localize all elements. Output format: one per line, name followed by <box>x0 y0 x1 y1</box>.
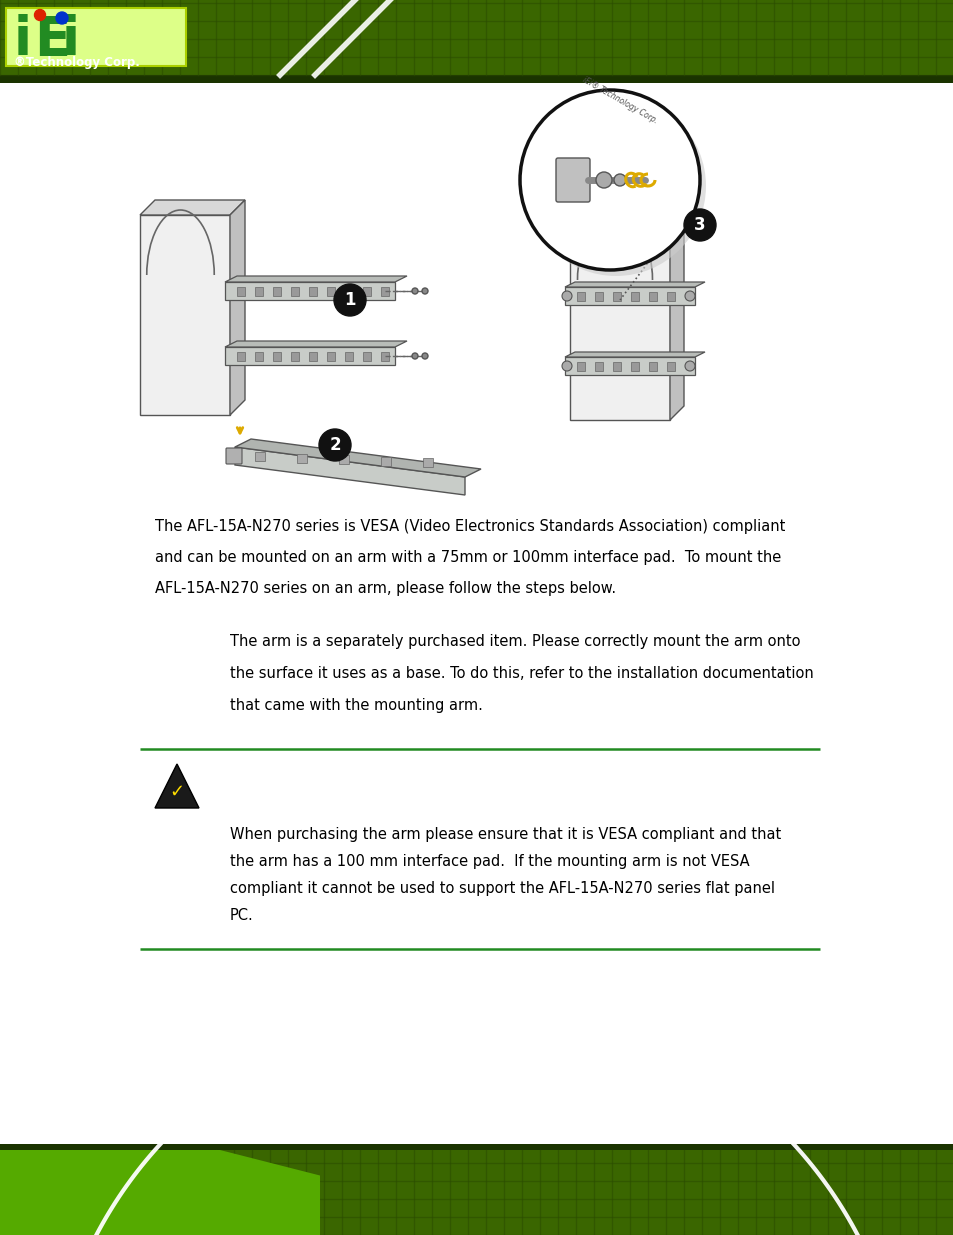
Text: the surface it uses as a base. To do this, refer to the installation documentati: the surface it uses as a base. To do thi… <box>230 666 813 680</box>
Bar <box>380 352 389 361</box>
Bar <box>595 291 602 301</box>
Bar <box>564 357 695 375</box>
Bar <box>254 452 265 461</box>
Bar <box>0 0 953 75</box>
Bar <box>363 287 371 296</box>
Circle shape <box>596 172 612 188</box>
Polygon shape <box>225 275 407 282</box>
Polygon shape <box>234 438 480 477</box>
Bar <box>0 1150 953 1235</box>
Circle shape <box>561 361 572 370</box>
Text: i: i <box>62 14 80 65</box>
Text: ®Technology Corp.: ®Technology Corp. <box>14 56 140 69</box>
Bar <box>630 362 639 370</box>
Circle shape <box>56 12 68 23</box>
Text: i: i <box>14 14 32 65</box>
Circle shape <box>561 291 572 301</box>
Bar <box>648 362 657 370</box>
Circle shape <box>421 353 428 359</box>
Bar <box>236 287 245 296</box>
Bar <box>254 352 263 361</box>
Bar <box>327 287 335 296</box>
Bar <box>236 352 245 361</box>
Text: 2: 2 <box>329 436 340 454</box>
Bar <box>363 352 371 361</box>
Polygon shape <box>564 352 704 357</box>
Bar <box>327 352 335 361</box>
Polygon shape <box>230 200 245 415</box>
Bar <box>345 287 353 296</box>
Bar <box>225 282 395 300</box>
Circle shape <box>614 174 625 186</box>
Text: the arm has a 100 mm interface pad.  If the mounting arm is not VESA: the arm has a 100 mm interface pad. If t… <box>230 853 749 869</box>
FancyBboxPatch shape <box>556 158 589 203</box>
Bar <box>380 457 391 466</box>
Text: compliant it cannot be used to support the AFL-15A-N270 series flat panel: compliant it cannot be used to support t… <box>230 881 774 897</box>
Polygon shape <box>569 206 683 220</box>
Polygon shape <box>234 447 464 495</box>
Text: The arm is a separately purchased item. Please correctly mount the arm onto: The arm is a separately purchased item. … <box>230 634 800 650</box>
Text: and can be mounted on an arm with a 75mm or 100mm interface pad.  To mount the: and can be mounted on an arm with a 75mm… <box>154 550 781 564</box>
Circle shape <box>334 284 366 316</box>
Text: PC.: PC. <box>230 908 253 923</box>
Bar <box>648 291 657 301</box>
Circle shape <box>421 288 428 294</box>
Text: E: E <box>34 14 70 65</box>
Bar <box>291 352 298 361</box>
Bar <box>345 352 353 361</box>
Bar <box>422 458 433 467</box>
Circle shape <box>318 429 351 461</box>
Bar <box>380 287 389 296</box>
Bar <box>595 362 602 370</box>
FancyBboxPatch shape <box>226 448 242 464</box>
Circle shape <box>684 361 695 370</box>
Text: AFL-15A-N270 series on an arm, please follow the steps below.: AFL-15A-N270 series on an arm, please fo… <box>154 580 616 597</box>
Bar <box>577 291 584 301</box>
Bar <box>630 291 639 301</box>
Bar <box>613 291 620 301</box>
Bar <box>309 287 316 296</box>
Text: iEi® Technology Corp.: iEi® Technology Corp. <box>580 75 659 125</box>
Bar <box>613 362 620 370</box>
Circle shape <box>525 96 705 275</box>
Polygon shape <box>0 1150 319 1235</box>
Bar <box>564 287 695 305</box>
Bar <box>0 75 953 83</box>
FancyBboxPatch shape <box>6 7 186 65</box>
Circle shape <box>412 353 417 359</box>
Polygon shape <box>140 200 245 215</box>
Polygon shape <box>225 341 407 347</box>
Polygon shape <box>669 206 683 420</box>
Text: When purchasing the arm please ensure that it is VESA compliant and that: When purchasing the arm please ensure th… <box>230 827 781 842</box>
Polygon shape <box>154 764 199 808</box>
Circle shape <box>34 10 46 21</box>
Circle shape <box>683 209 716 241</box>
Text: The AFL-15A-N270 series is VESA (Video Electronics Standards Association) compli: The AFL-15A-N270 series is VESA (Video E… <box>154 519 784 534</box>
Circle shape <box>412 288 417 294</box>
Bar <box>309 352 316 361</box>
Text: ✓: ✓ <box>170 783 184 802</box>
Bar <box>140 215 230 415</box>
Bar <box>296 453 307 462</box>
Circle shape <box>684 291 695 301</box>
Text: that came with the mounting arm.: that came with the mounting arm. <box>230 698 482 713</box>
Text: 3: 3 <box>694 216 705 233</box>
Bar <box>0 1144 953 1150</box>
Bar <box>225 347 395 366</box>
Bar <box>577 362 584 370</box>
Circle shape <box>519 90 700 270</box>
Bar <box>338 454 349 464</box>
Bar <box>666 362 675 370</box>
Text: 1: 1 <box>344 291 355 309</box>
Polygon shape <box>564 282 704 287</box>
Bar <box>273 352 281 361</box>
Bar <box>569 220 669 420</box>
Bar <box>273 287 281 296</box>
Bar <box>254 287 263 296</box>
Bar <box>666 291 675 301</box>
Bar <box>291 287 298 296</box>
